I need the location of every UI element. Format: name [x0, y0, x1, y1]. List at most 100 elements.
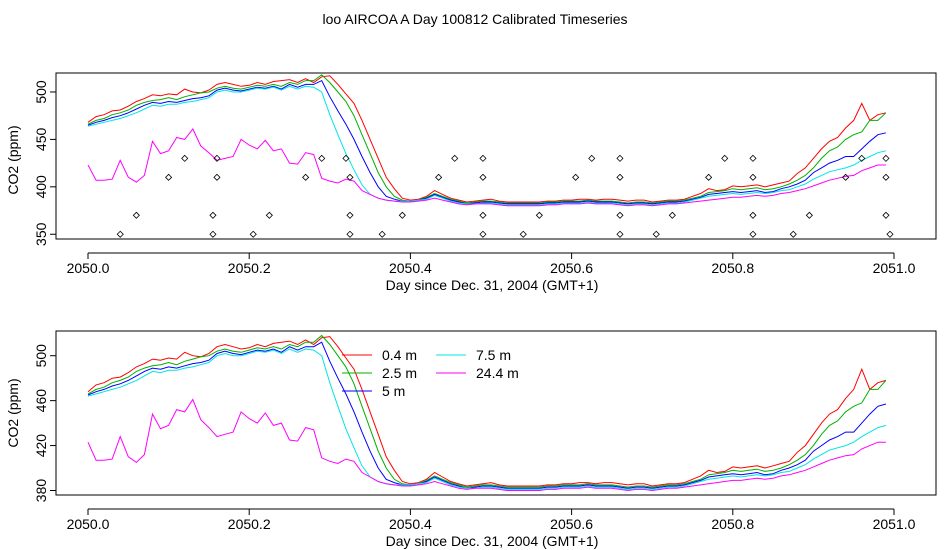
diamond-marker — [249, 230, 257, 238]
x-tick-label: 2050.0 — [67, 260, 110, 276]
y-tick-label: 500 — [33, 344, 49, 368]
y-tick-label: 400 — [33, 175, 49, 199]
diamond-marker — [616, 211, 624, 219]
diamond-marker — [805, 211, 813, 219]
diamond-marker — [342, 154, 350, 162]
y-axis-top: 350 400 450 500 — [33, 80, 57, 246]
diamond-marker — [451, 154, 459, 162]
diamond-marker — [882, 154, 890, 162]
diamond-marker — [346, 173, 354, 181]
diamond-marker — [213, 173, 221, 181]
y-tick-label: 420 — [33, 434, 49, 458]
diamond-marker — [479, 154, 487, 162]
diamond-marker — [209, 230, 217, 238]
diamond-marker — [652, 230, 660, 238]
diamond-marker — [842, 173, 850, 181]
y-tick-label: 460 — [33, 389, 49, 413]
diamond-marker — [721, 154, 729, 162]
diamond-marker — [302, 173, 310, 181]
x-tick-label: 2051.0 — [873, 516, 916, 532]
diamond-marker — [346, 211, 354, 219]
x-axis-bottom: 2050.0 2050.2 2050.4 2050.6 2050.8 2051.0 — [67, 508, 916, 532]
x-tick-label: 2050.0 — [67, 516, 110, 532]
legend-label: 5 m — [382, 383, 405, 399]
diamond-marker — [749, 154, 757, 162]
x-tick-label: 2050.2 — [228, 260, 271, 276]
x-axis-label-top: Day since Dec. 31, 2004 (GMT+1) — [386, 277, 599, 293]
x-tick-label: 2050.8 — [711, 260, 754, 276]
x-tick-label: 2050.4 — [389, 516, 432, 532]
y-axis-bottom: 380 420 460 500 — [33, 344, 57, 503]
diamond-marker — [749, 211, 757, 219]
diamond-marker — [535, 211, 543, 219]
x-tick-label: 2050.6 — [550, 516, 593, 532]
x-axis-top: 2050.0 2050.2 2050.4 2050.6 2050.8 2051.0 — [67, 252, 916, 276]
diamond-marker — [882, 173, 890, 181]
diamond-marker — [588, 154, 596, 162]
legend-label: 2.5 m — [382, 365, 417, 381]
series-line-0-4m — [87, 75, 887, 203]
series-line-5m — [87, 79, 887, 205]
plot-frame-top — [55, 72, 937, 240]
y-tick-label: 380 — [33, 479, 49, 503]
diamond-marker — [705, 173, 713, 181]
diamond-marker — [213, 154, 221, 162]
diamond-marker — [398, 211, 406, 219]
series-line-7-5m — [87, 348, 887, 490]
series-line-2-5m — [87, 334, 887, 488]
diamond-marker — [789, 230, 797, 238]
diamond-marker — [318, 154, 326, 162]
diamond-marker — [519, 230, 527, 238]
y-axis-label-bottom: CO2 (ppm) — [5, 378, 21, 447]
diamond-marker — [616, 154, 624, 162]
diamond-marker — [181, 154, 189, 162]
page-title: loo AIRCOA A Day 100812 Calibrated Times… — [322, 11, 627, 27]
series-line-24-4m — [87, 128, 886, 207]
diamond-marker — [265, 211, 273, 219]
x-tick-label: 2051.0 — [873, 260, 916, 276]
x-tick-label: 2050.2 — [228, 516, 271, 532]
markers-top — [116, 154, 894, 238]
series-lines-top — [87, 74, 887, 207]
diamond-marker — [209, 211, 217, 219]
series-lines-bottom — [87, 334, 887, 492]
legend-label: 0.4 m — [382, 347, 417, 363]
diamond-marker — [165, 173, 173, 181]
diamond-marker — [886, 230, 894, 238]
diamond-marker — [616, 173, 624, 181]
y-axis-label-top: CO2 (ppm) — [5, 125, 21, 194]
x-axis-label-bottom: Day since Dec. 31, 2004 (GMT+1) — [386, 533, 599, 549]
diamond-marker — [668, 211, 676, 219]
diamond-marker — [435, 173, 443, 181]
series-line-5m — [87, 341, 887, 489]
diamond-marker — [858, 154, 866, 162]
series-line-7-5m — [87, 85, 887, 206]
diamond-marker — [479, 230, 487, 238]
series-line-24-4m — [87, 398, 886, 492]
x-tick-label: 2050.8 — [711, 516, 754, 532]
series-line-0-4m — [87, 336, 887, 487]
y-tick-label: 450 — [33, 128, 49, 152]
diamond-marker — [572, 173, 580, 181]
y-tick-label: 350 — [33, 222, 49, 246]
x-tick-label: 2050.4 — [389, 260, 432, 276]
diamond-marker — [479, 173, 487, 181]
diamond-marker — [116, 230, 124, 238]
panel-top: 2050.0 2050.2 2050.4 2050.6 2050.8 2051.0 350… — [5, 72, 937, 293]
diamond-marker — [378, 230, 386, 238]
diamond-marker — [749, 173, 757, 181]
series-line-2-5m — [87, 74, 887, 204]
diamond-marker — [132, 211, 140, 219]
legend-label: 24.4 m — [476, 365, 519, 381]
diamond-marker — [346, 230, 354, 238]
diamond-marker — [749, 230, 757, 238]
legend: 0.4 m 2.5 m 5 m 7.5 m 24.4 m — [342, 347, 519, 399]
y-tick-label: 500 — [33, 80, 49, 104]
panel-bottom: 2050.0 2050.2 2050.4 2050.6 2050.8 2051.0 380… — [5, 330, 937, 549]
x-tick-label: 2050.6 — [550, 260, 593, 276]
diamond-marker — [616, 230, 624, 238]
diamond-marker — [882, 211, 890, 219]
legend-label: 7.5 m — [476, 347, 511, 363]
diamond-marker — [479, 211, 487, 219]
